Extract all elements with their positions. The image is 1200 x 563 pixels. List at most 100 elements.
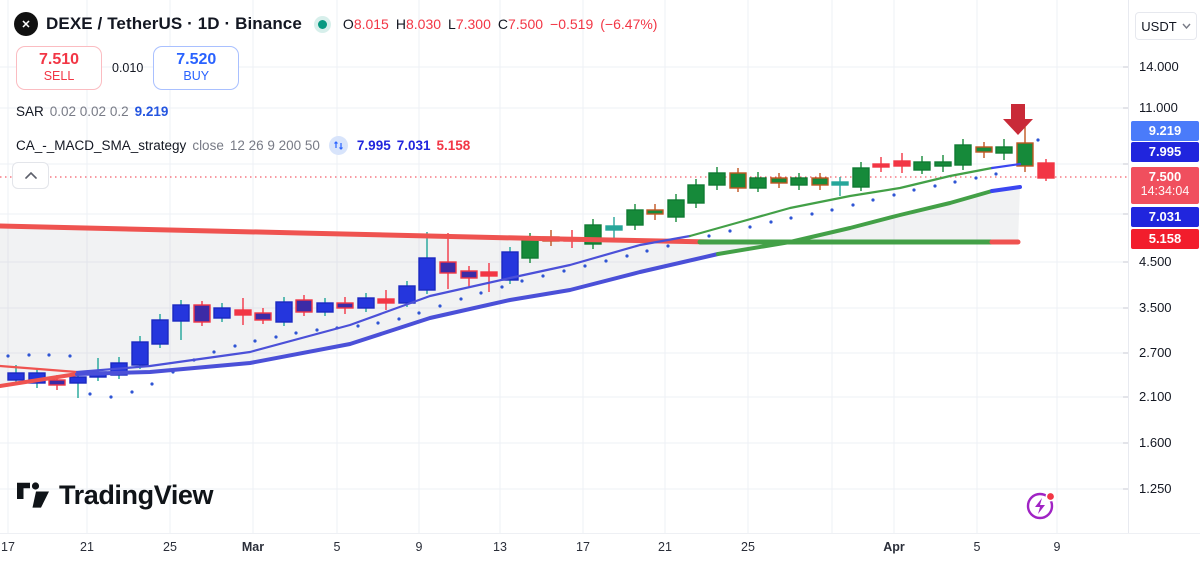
strategy-flip-icon[interactable] xyxy=(329,136,348,155)
symbol-title[interactable]: DEXE / TetherUS · 1D · Binance xyxy=(46,14,302,34)
candle-body[interactable] xyxy=(194,305,210,322)
candle-body[interactable] xyxy=(853,168,869,187)
candle-body[interactable] xyxy=(812,178,828,185)
sar-dot xyxy=(356,324,359,327)
candle-body[interactable] xyxy=(481,272,497,276)
high-value: 8.030 xyxy=(406,16,441,32)
candle-body[interactable] xyxy=(709,173,725,185)
sar-dot xyxy=(315,328,318,331)
candle-body[interactable] xyxy=(1038,163,1054,178)
dot-separator: · xyxy=(224,14,230,33)
candle-body[interactable] xyxy=(1017,143,1033,166)
price-axis-label: 1.250 xyxy=(1139,481,1172,496)
price-axis[interactable]: USDT 14.00011.0004.5003.5002.7002.1001.6… xyxy=(1128,0,1200,533)
tradingview-chart-window: ✕ DEXE / TetherUS · 1D · Binance O8.015 … xyxy=(0,0,1200,563)
sar-dot xyxy=(810,212,813,215)
ohlc-readout: O8.015 H8.030 L7.300 C7.500 −0.519 (−6.4… xyxy=(343,16,658,32)
strategy-name: CA_-_MACD_SMA_strategy xyxy=(16,138,186,153)
candle-body[interactable] xyxy=(440,262,456,273)
sar-dot xyxy=(562,269,565,272)
sar-dot xyxy=(912,188,915,191)
candle-body[interactable] xyxy=(647,210,663,214)
sar-dot xyxy=(150,382,153,385)
currency-dropdown[interactable]: USDT xyxy=(1135,12,1197,40)
candle-body[interactable] xyxy=(606,226,622,230)
candle-body[interactable] xyxy=(688,185,704,203)
candle-body[interactable] xyxy=(461,271,477,278)
time-axis[interactable]: 172125Mar5913172125Apr59 xyxy=(0,533,1200,563)
strategy-indicator-legend[interactable]: CA_-_MACD_SMA_strategy close 12 26 9 200… xyxy=(16,136,470,155)
candle-body[interactable] xyxy=(296,300,312,312)
candle-body[interactable] xyxy=(235,310,251,315)
chevron-down-icon xyxy=(1182,23,1191,29)
symbol-header: ✕ DEXE / TetherUS · 1D · Binance O8.015 … xyxy=(14,12,657,36)
ma-fast-line xyxy=(992,164,1020,168)
sar-dot xyxy=(583,264,586,267)
strategy-params: 12 26 9 200 50 xyxy=(230,138,320,153)
candle-body[interactable] xyxy=(70,377,86,383)
candle-body[interactable] xyxy=(955,145,971,165)
candle-body[interactable] xyxy=(771,178,787,183)
candle-body[interactable] xyxy=(214,308,230,318)
candle-body[interactable] xyxy=(399,286,415,303)
candle-body[interactable] xyxy=(337,303,353,308)
buy-button[interactable]: 7.520 BUY xyxy=(153,46,239,90)
candle-body[interactable] xyxy=(378,299,394,303)
candle-body[interactable] xyxy=(894,161,910,166)
buy-price: 7.520 xyxy=(154,51,238,69)
collapse-panel-button[interactable] xyxy=(12,162,49,189)
sar-indicator-legend[interactable]: SAR 0.02 0.02 0.2 9.219 xyxy=(16,104,168,119)
candle-body[interactable] xyxy=(522,238,538,258)
candle-body[interactable] xyxy=(276,302,292,322)
candle-body[interactable] xyxy=(996,147,1012,153)
symbol-separator: / xyxy=(98,14,103,33)
market-status-dot-icon[interactable] xyxy=(318,20,327,29)
interval-label[interactable]: 1D xyxy=(198,14,220,33)
candle-body[interactable] xyxy=(132,342,148,365)
price-axis-label: 3.500 xyxy=(1139,300,1172,315)
candle-body[interactable] xyxy=(317,303,333,312)
sar-dot xyxy=(253,339,256,342)
candle-body[interactable] xyxy=(627,210,643,225)
sell-price: 7.510 xyxy=(17,51,101,69)
last-price-badge: 7.50014:34:04 xyxy=(1131,167,1199,204)
sell-button[interactable]: 7.510 SELL xyxy=(16,46,102,90)
candle-body[interactable] xyxy=(873,164,889,167)
candle-body[interactable] xyxy=(173,305,189,321)
candle-body[interactable] xyxy=(152,320,168,344)
price-axis-label: 4.500 xyxy=(1139,254,1172,269)
candle-body[interactable] xyxy=(935,162,951,166)
sar-name: SAR xyxy=(16,104,44,119)
sar-dot xyxy=(789,216,792,219)
sar-dot xyxy=(417,311,420,314)
strategy-value-3: 5.158 xyxy=(437,138,471,153)
candle-body[interactable] xyxy=(49,380,65,385)
candle-body[interactable] xyxy=(419,258,435,290)
candle-body[interactable] xyxy=(791,178,807,185)
sar-dot xyxy=(830,208,833,211)
candle-body[interactable] xyxy=(668,200,684,217)
time-axis-label: 25 xyxy=(741,540,755,554)
candle-body[interactable] xyxy=(976,147,992,152)
ma-band-fill xyxy=(0,187,1020,386)
order-panel: 7.510 SELL 0.010 7.520 BUY xyxy=(16,46,239,90)
arrows-up-down-icon xyxy=(333,140,344,151)
candle-body[interactable] xyxy=(358,298,374,308)
candle-body[interactable] xyxy=(832,182,848,185)
candle-body[interactable] xyxy=(8,373,24,380)
time-axis-label: Apr xyxy=(883,540,905,554)
candle-body[interactable] xyxy=(255,313,271,320)
sar-dot xyxy=(871,198,874,201)
flash-boost-icon[interactable] xyxy=(1023,487,1059,523)
symbol-logo-icon[interactable]: ✕ xyxy=(14,12,38,36)
sar-dot xyxy=(953,180,956,183)
candle-body[interactable] xyxy=(730,173,746,188)
open-value: 8.015 xyxy=(354,16,389,32)
strategy-value-2: 7.031 xyxy=(397,138,431,153)
ma-slow-value-badge: 7.031 xyxy=(1131,207,1199,227)
time-axis-label: 13 xyxy=(493,540,507,554)
candle-body[interactable] xyxy=(914,162,930,170)
candle-body[interactable] xyxy=(750,178,766,188)
sar-dot xyxy=(974,176,977,179)
sar-dot xyxy=(27,353,30,356)
